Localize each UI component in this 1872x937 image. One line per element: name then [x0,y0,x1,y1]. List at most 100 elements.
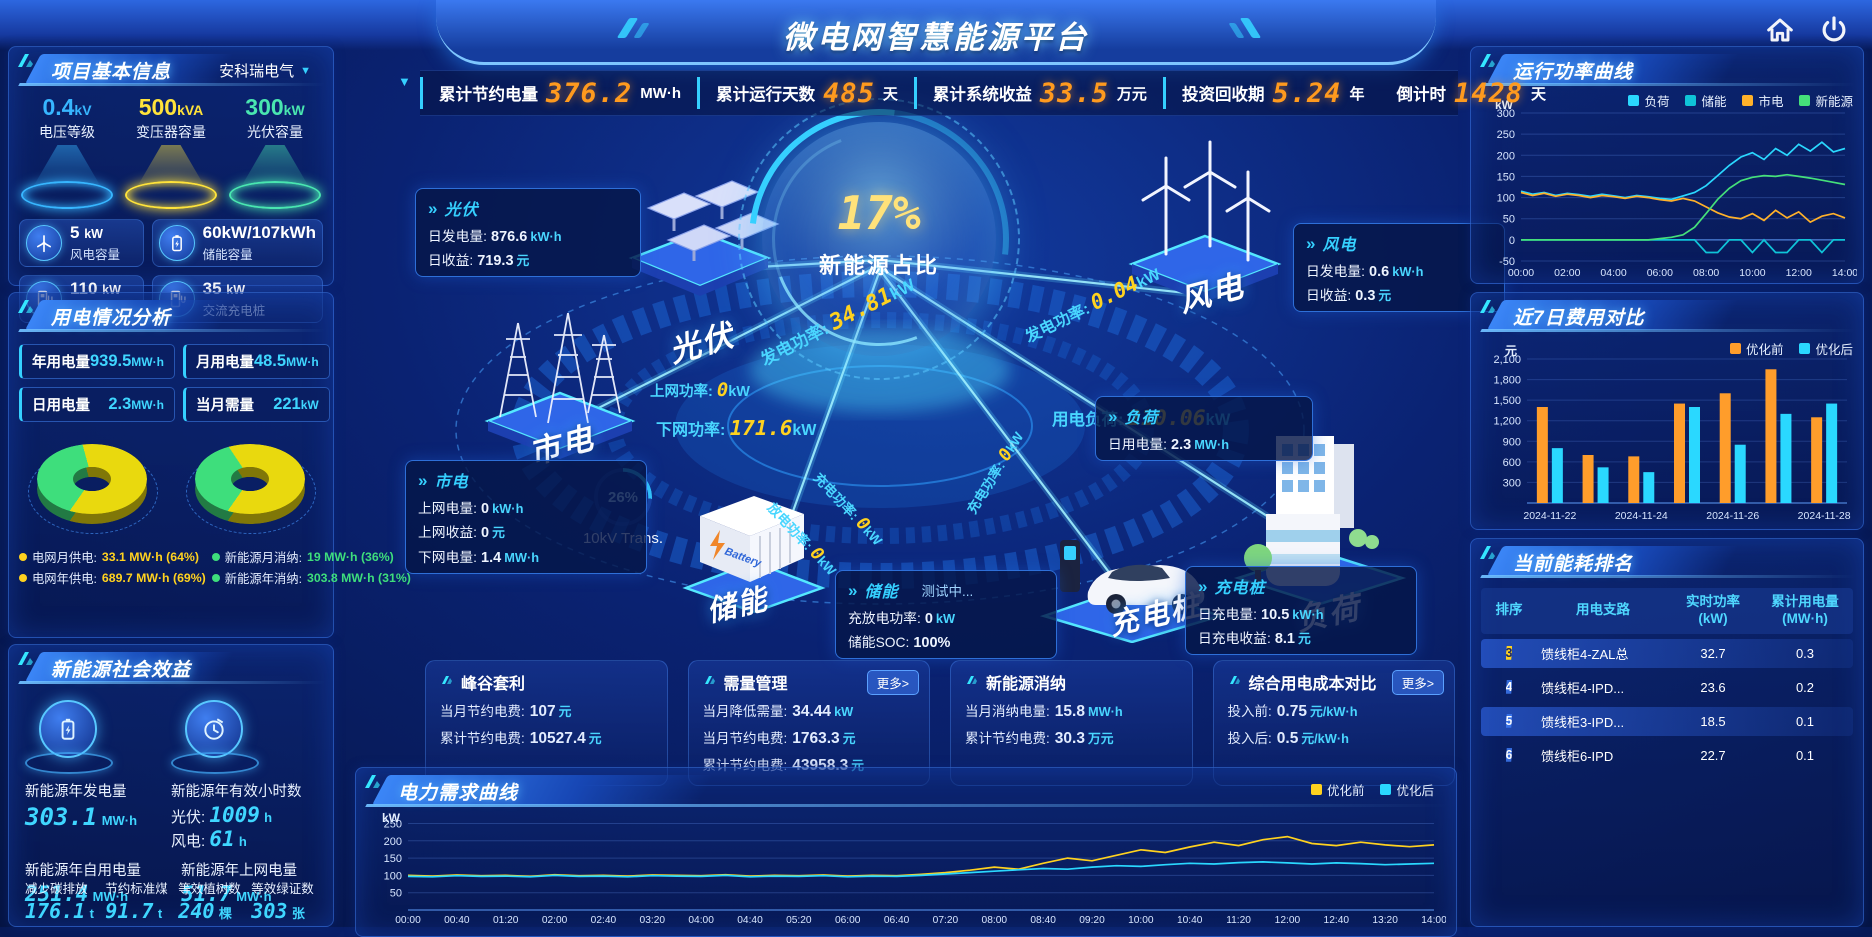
coal-label: 节约标准煤 [105,882,168,896]
usage-panel-title: 用电情况分析 [51,308,172,329]
card-corner-icon [703,673,717,691]
svg-text:04:00: 04:00 [688,915,714,926]
legend-chip [1729,343,1741,354]
new-energy-ratio-label: 新能源占比 [818,253,939,278]
benefit-card-1: 需量管理 更多> 当月降低需量: 34.44 kW 当月节约电费: 1763.3 元累计节约电… [687,660,930,786]
table-row[interactable]: 3 馈线柜4-ZAL总 32.7 0.3 [1481,638,1853,668]
svg-text:05:20: 05:20 [786,915,812,926]
capacity-value: 5 kW [70,223,103,242]
svg-text:06:40: 06:40 [884,915,910,926]
certs-label: 等效绿证数 [251,882,314,896]
chevron-right-icon: » [418,470,428,490]
battery-icon [158,225,195,261]
svg-text:09:20: 09:20 [1079,915,1105,926]
usage-donut-legend: 电网月供电: 33.1 MW·h (64%) 新能源月消纳: 19 MW·h (… [9,538,411,587]
card-line: 当月节约电费: 1763.3 元 [702,730,856,747]
panel-corner-icon [15,52,37,75]
legend-value: 19 MW·h (36%) [306,550,394,564]
legend-item-优化后: 优化后 [1799,339,1853,358]
legend-chip [1685,95,1697,106]
panel-corner-icon [1477,298,1499,321]
donut-ring [37,444,147,514]
beacon-label: 变压器容量 [135,124,206,140]
kpi-stat-3: 投资回收期 5.24 年 [1162,77,1381,109]
kpi-unit: MW·h [640,84,682,102]
pile-info-box: » 充电桩 日充电量: 10.5 kW·h 日充电收益: 8.1 元 [1185,566,1417,655]
wind-hours-label: 风电: [171,833,206,850]
info-line: 充放电功率: 0 kW [848,610,956,627]
svg-text:300: 300 [1503,477,1521,489]
beacon-base [228,181,321,209]
cost-compare-panel: 近7日费用对比 优化前 优化后 元 300 600 900 1,200 1,500 1,80… [1470,292,1864,530]
info-box-title: 负荷 [1124,410,1159,427]
benefit-hours-block: 新能源年有效小时数 光伏: 1009 h 风电: 61 h [171,696,317,851]
capacity-value: 60kW/107kWh [202,223,316,242]
legend-chip [1799,95,1811,106]
table-row[interactable]: 4 馈线柜4-IPD... 23.6 0.2 [1481,673,1853,702]
info-box-title: 光伏 [444,202,479,219]
rank-col-header: 实时功率 (kW) [1686,594,1740,626]
legend-dot [211,574,220,582]
kpi-value: 5.24 [1272,77,1342,109]
benefit-selfuse: 新能源年自用电量 251.4 MW·h [25,857,181,906]
card-corner-icon [1228,673,1242,691]
realtime-power: 22.7 [1700,747,1726,763]
pv-info-box: » 光伏 日发电量: 876.6 kW·h 日收益: 719.3 元 [415,188,641,277]
selfuse-label: 新能源年自用电量 [25,863,141,879]
status-badge: 测试中... [921,584,974,599]
legend-label: 优化后 [1396,784,1434,798]
benefit-certs: 等效绿证数 303 张 [251,876,317,923]
carbon-label: 减少碳排放 [25,882,88,896]
benefit-hours-label: 新能源年有效小时数 [171,784,302,800]
svg-text:-50: -50 [1499,256,1515,268]
svg-text:kW: kW [382,812,401,825]
svg-text:02:00: 02:00 [542,915,568,926]
info-line: 上网收益: 0 元 [418,525,505,541]
legend-label: 新能源 [1815,95,1853,109]
beacon-cone [136,145,205,187]
card-line: 当月降低需量: 34.44 kW [702,703,854,720]
table-row[interactable]: 5 馈线柜3-IPD... 18.5 0.1 [1481,706,1853,736]
more-button[interactable]: 更多> [1391,670,1444,695]
table-row[interactable]: 6 馈线柜6-IPD 22.7 0.1 [1481,741,1853,770]
togrid-unit: MW·h [236,889,272,904]
svg-text:50: 50 [1503,214,1515,226]
kpi-stats-bar: 累计节约电量 376.2 MW·h 累计运行天数 485 天累计系统收益 33.5 万元 投资回… [420,70,1546,116]
collapse-chevron-icon[interactable]: ▼ [398,74,411,89]
svg-text:08:00: 08:00 [1693,267,1719,279]
svg-text:150: 150 [1497,171,1515,183]
card-line: 当月节约电费: 107 元 [440,703,572,720]
home-icon[interactable] [1764,14,1796,46]
svg-text:200: 200 [384,836,402,848]
svg-text:10:00: 10:00 [1128,915,1154,926]
cost-panel-title: 近7日费用对比 [1513,308,1645,329]
info-line: 上网电量: 0 kW·h [418,500,524,517]
company-select[interactable]: 安科瑞电气 ▼ [219,60,311,81]
panel-corner-icon [362,773,384,796]
rank-table-header: 排序 用电支路 实时功率 (kW) 累计用电量 (MW·h) [1481,588,1853,634]
legend-value: 303.8 MW·h (31%) [306,571,411,585]
realtime-power: 18.5 [1700,713,1726,729]
kpi-label: 投资回收期 [1181,86,1265,104]
more-button[interactable]: 更多> [866,670,919,695]
cost-bar-chart: 元 300 600 900 1,200 1,500 1,800 2,100 2024-11-22… [1493,345,1850,522]
svg-text:08:00: 08:00 [982,915,1008,926]
card-line: 投入前: 0.75 元/kW·h [1227,703,1358,720]
wind-turbines-illustration [1128,140,1282,302]
svg-text:150: 150 [384,853,402,865]
svg-text:00:40: 00:40 [444,915,470,926]
svg-text:300: 300 [1497,108,1515,120]
coal-value: 91.7 [105,899,154,923]
card-title: 需量管理 [723,676,788,693]
power-icon[interactable] [1818,14,1850,46]
beacon-label: 电压等级 [38,124,95,140]
usage-stat-1: 月用电量 48.5MW·h [182,344,330,379]
beacon-1: 500kVA 变压器容量 [120,94,223,209]
panel-corner-icon [15,298,37,321]
flow-unit: kW [728,384,750,400]
kpi-stat-1: 累计运行天数 485 天 [697,77,914,109]
grid-towers-illustration [484,312,636,459]
new-energy-ratio-value: 17% [837,186,921,240]
svg-text:50: 50 [390,888,402,900]
rank-badge: 4 [1505,679,1513,694]
